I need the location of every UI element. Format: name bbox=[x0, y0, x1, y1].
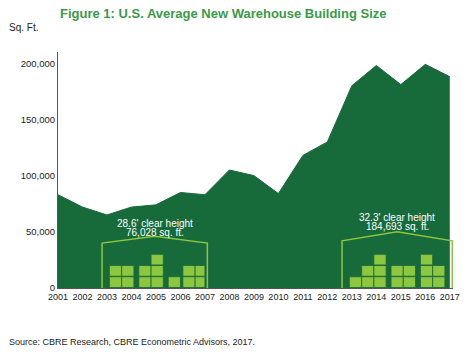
svg-text:100,000: 100,000 bbox=[21, 170, 55, 181]
svg-text:2013: 2013 bbox=[342, 292, 362, 302]
svg-text:2002: 2002 bbox=[72, 292, 92, 302]
svg-text:Source: CBRE Research, CBRE Ec: Source: CBRE Research, CBRE Econometric … bbox=[9, 337, 255, 347]
svg-text:Figure 1: U.S. Average New War: Figure 1: U.S. Average New Warehouse Bui… bbox=[60, 6, 387, 21]
svg-text:2009: 2009 bbox=[244, 292, 264, 302]
svg-text:2015: 2015 bbox=[391, 292, 411, 302]
svg-text:Sq. Ft.: Sq. Ft. bbox=[9, 22, 38, 33]
svg-text:2011: 2011 bbox=[293, 292, 312, 302]
svg-text:32.3' clear height: 32.3' clear height bbox=[359, 212, 435, 223]
svg-text:0: 0 bbox=[50, 282, 55, 293]
svg-text:2017: 2017 bbox=[440, 292, 460, 302]
svg-text:2014: 2014 bbox=[366, 292, 386, 302]
svg-text:2005: 2005 bbox=[146, 292, 166, 302]
svg-text:200,000: 200,000 bbox=[21, 58, 55, 69]
svg-text:2016: 2016 bbox=[415, 292, 435, 302]
svg-text:150,000: 150,000 bbox=[21, 114, 55, 125]
svg-text:2012: 2012 bbox=[317, 292, 337, 302]
svg-text:2003: 2003 bbox=[97, 292, 117, 302]
svg-text:2001: 2001 bbox=[48, 292, 68, 302]
svg-text:2004: 2004 bbox=[121, 292, 141, 302]
svg-text:2008: 2008 bbox=[219, 292, 239, 302]
svg-text:2006: 2006 bbox=[170, 292, 190, 302]
svg-text:2010: 2010 bbox=[268, 292, 288, 302]
svg-text:50,000: 50,000 bbox=[26, 226, 55, 237]
svg-text:76,028 sq. ft.: 76,028 sq. ft. bbox=[126, 227, 184, 238]
svg-text:184,693 sq. ft.: 184,693 sq. ft. bbox=[366, 221, 429, 232]
svg-text:2007: 2007 bbox=[195, 292, 215, 302]
svg-text:28.6' clear height: 28.6' clear height bbox=[117, 218, 193, 229]
